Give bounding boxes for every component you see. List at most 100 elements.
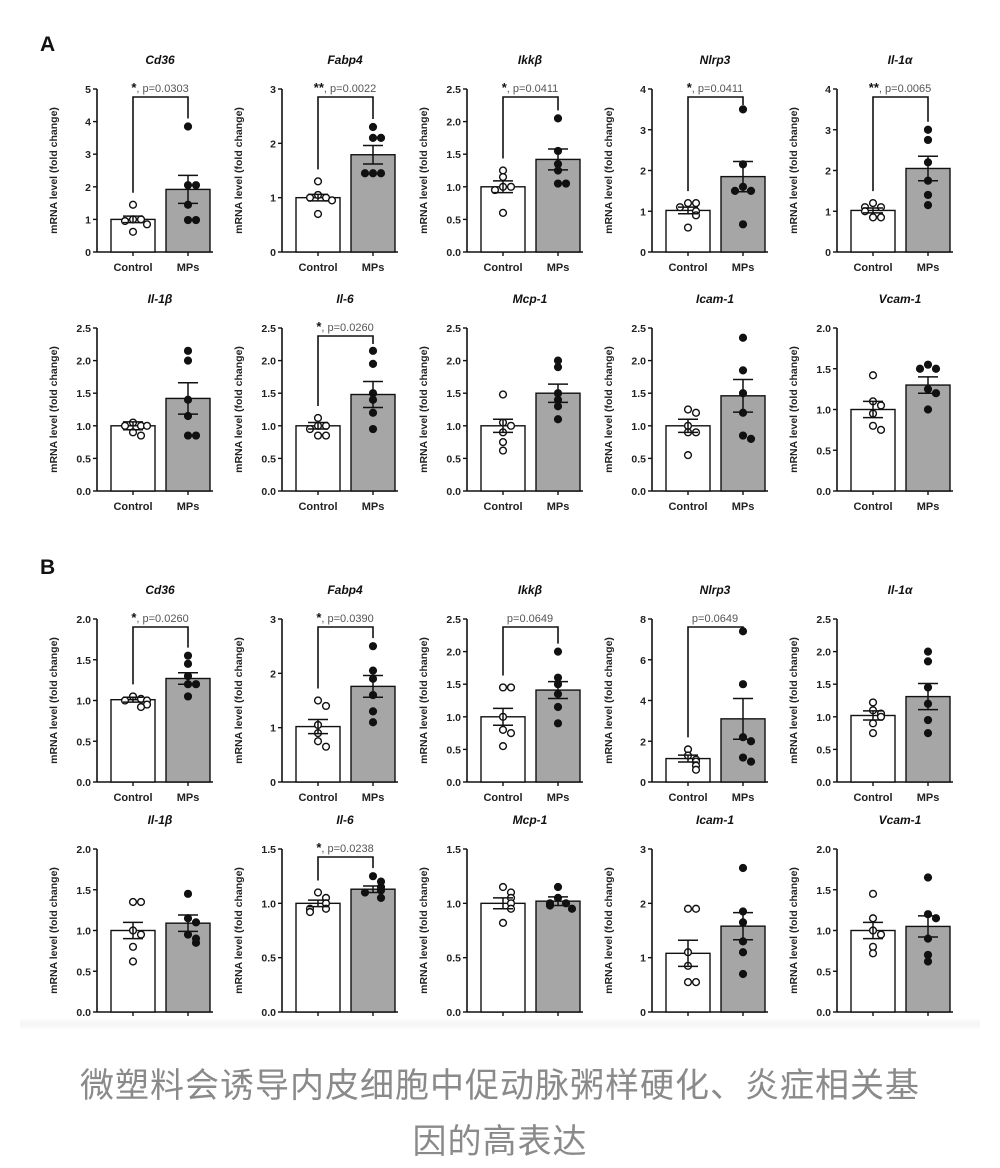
y-tick-label: 6 <box>640 655 646 667</box>
data-point-control <box>691 408 701 417</box>
data-point-mps <box>191 215 201 225</box>
x-tick-label: MPs <box>177 501 200 513</box>
data-point-mps <box>923 950 933 960</box>
data-point-control <box>683 405 693 414</box>
separator: , <box>321 322 327 334</box>
chart-title: Il-1α <box>888 53 913 67</box>
significance-label: **, p=0.0065 <box>869 80 931 95</box>
data-point-control <box>691 199 701 208</box>
chart-title: Cd36 <box>145 583 175 597</box>
significance-label: *, p=0.0411 <box>502 80 559 95</box>
section-label-a: A <box>40 33 56 56</box>
divider <box>20 1018 980 1030</box>
data-point-mps <box>738 969 748 979</box>
data-point-mps <box>923 729 933 738</box>
data-point-control <box>498 882 508 892</box>
chart-panel: Il-1β mRNA level (fold change) 0.0 0.5 1.0 1.… <box>48 292 213 513</box>
y-tick-label: 2.5 <box>261 323 276 335</box>
y-tick-label: 1.5 <box>76 885 91 897</box>
bar-control <box>295 902 341 1013</box>
chart-title: Nlrp3 <box>700 53 731 67</box>
data-point-control <box>136 431 146 440</box>
y-tick-label: 0.0 <box>631 486 646 498</box>
y-tick-label: 0.0 <box>816 1007 831 1019</box>
x-tick-label: MPs <box>177 792 200 804</box>
separator: , <box>879 83 885 95</box>
data-point-control <box>498 918 508 927</box>
y-tick-label: 0 <box>640 247 646 259</box>
data-point-control <box>498 390 508 399</box>
data-point-control <box>868 698 878 707</box>
data-point-mps <box>191 181 201 190</box>
chart-title: Nlrp3 <box>700 583 731 597</box>
y-tick-label: 1.0 <box>446 182 461 194</box>
data-point-mps <box>738 948 748 957</box>
chart-title: Icam-1 <box>696 813 734 827</box>
chart-panel: Il-1α mRNA level (fold change) 0.0 0.5 1.0 1.… <box>788 583 953 804</box>
y-tick-label: 4 <box>640 84 646 96</box>
data-point-control <box>136 702 146 712</box>
y-tick-label: 0.5 <box>816 744 831 756</box>
data-point-control <box>136 897 146 907</box>
y-tick-label: 2.5 <box>446 84 461 96</box>
data-point-control <box>683 904 693 913</box>
chart-title: Mcp-1 <box>513 292 548 306</box>
significance-stars: ** <box>314 80 325 95</box>
data-point-control <box>128 957 138 966</box>
y-tick-label: 2.0 <box>76 614 91 626</box>
y-tick-label: 0.5 <box>816 966 831 978</box>
data-point-mps <box>191 938 201 947</box>
section-label-b: B <box>40 556 56 579</box>
chart-panel: Cd36 mRNA level (fold change) 0 1 2 3 4 5 Contro… <box>48 53 213 274</box>
y-tick-label: 1 <box>640 953 646 965</box>
y-axis-label: mRNA level (fold change) <box>48 867 60 994</box>
y-tick-label: 1.5 <box>446 844 461 856</box>
chart-panel: Ikkβ mRNA level (fold change) 0.0 0.5 1.0 1.5… <box>418 53 583 274</box>
data-point-mps <box>746 186 756 195</box>
data-point-mps <box>738 333 748 342</box>
y-tick-label: 1.5 <box>76 388 91 400</box>
y-axis-label: mRNA level (fold change) <box>233 637 245 764</box>
data-point-mps <box>368 346 378 355</box>
chart-panel: Mcp-1 mRNA level (fold change) 0.0 0.5 1.0 1.… <box>418 292 583 513</box>
data-point-control <box>506 182 516 191</box>
figure: Cd36 mRNA level (fold change) 0 1 2 3 4 5 Contro… <box>48 53 953 1030</box>
y-tick-label: 1.0 <box>816 712 831 724</box>
significance-bracket <box>317 626 374 689</box>
y-tick-label: 8 <box>640 614 646 626</box>
data-point-mps <box>923 360 933 369</box>
data-point-control <box>506 421 516 430</box>
y-tick-label: 1.5 <box>446 149 461 161</box>
chart-panel: Nlrp3 mRNA level (fold change) 0 2 4 6 8 Contro… <box>603 583 768 804</box>
chart-panel: Il-6 mRNA level (fold change) 0.0 0.5 1.0 1.5… <box>233 292 398 513</box>
y-tick-label: 1 <box>85 214 91 226</box>
data-point-mps <box>183 659 193 668</box>
significance-bracket <box>317 856 374 881</box>
x-tick-label: MPs <box>917 501 940 513</box>
y-tick-label: 1.5 <box>631 388 646 400</box>
significance-stars: ** <box>869 80 880 95</box>
x-tick-label: MPs <box>362 262 385 274</box>
separator: , <box>321 843 327 855</box>
data-point-control <box>120 696 130 705</box>
data-point-control <box>498 446 508 455</box>
data-point-mps <box>368 169 378 178</box>
y-axis-label: mRNA level (fold change) <box>233 867 245 994</box>
y-axis-label: mRNA level (fold change) <box>418 107 430 234</box>
x-tick-label: MPs <box>732 501 755 513</box>
chart-title: Fabp4 <box>327 583 363 597</box>
data-point-mps <box>553 114 563 123</box>
chart-panel: Il-1β mRNA level (fold change) 0.0 0.5 1.0 1.… <box>48 813 213 1030</box>
chart-title: Il-1α <box>888 583 913 597</box>
y-axis-label: mRNA level (fold change) <box>603 346 615 473</box>
separator: , <box>324 83 330 95</box>
y-tick-label: 2.0 <box>631 356 646 368</box>
data-point-control <box>321 421 331 430</box>
data-point-mps <box>368 718 378 727</box>
y-tick-label: 2 <box>640 736 646 748</box>
data-point-control <box>142 421 152 430</box>
data-point-control <box>321 742 331 751</box>
x-tick-label: Control <box>113 792 152 804</box>
y-tick-label: 2.0 <box>816 323 831 335</box>
